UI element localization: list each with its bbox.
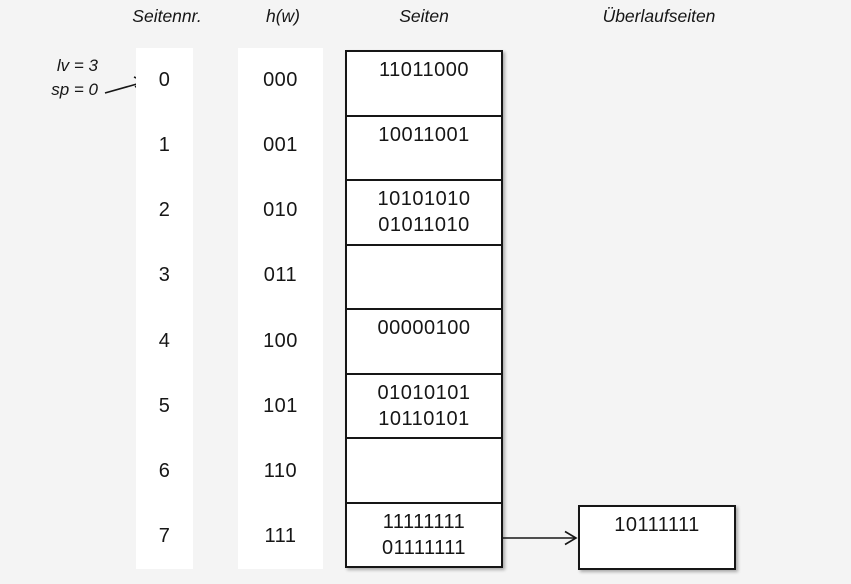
hash-value: 111 bbox=[264, 524, 297, 547]
page-cell bbox=[347, 243, 501, 309]
hash-value-column: 000 001 010 011 100 101 110 111 bbox=[238, 48, 323, 569]
page-number: 7 bbox=[158, 524, 171, 547]
page-number: 5 bbox=[158, 394, 171, 417]
hash-value: 100 bbox=[263, 329, 298, 352]
page-cell: 10011001 bbox=[347, 114, 501, 180]
column-header-hw: h(w) bbox=[265, 6, 301, 26]
hash-value: 110 bbox=[263, 459, 298, 482]
page-entry: 01010101 bbox=[377, 381, 471, 404]
overflow-link-arrow-icon bbox=[503, 530, 578, 546]
page-entry: 01011010 bbox=[378, 214, 470, 236]
overflow-entry: 10111111 bbox=[614, 514, 700, 536]
page-number: 3 bbox=[158, 264, 171, 287]
hash-value: 011 bbox=[263, 264, 298, 287]
overflow-page-box: 10111111 bbox=[578, 505, 736, 570]
hash-value: 010 bbox=[263, 199, 298, 222]
page-entry: 10011001 bbox=[378, 123, 470, 146]
column-header-ueberlaufseiten: Überlaufseiten bbox=[602, 6, 716, 26]
column-header-seitennr: Seitennr. bbox=[132, 6, 202, 26]
page-cell: 01010101 10110101 bbox=[347, 372, 501, 438]
page-cell: 11011000 bbox=[347, 52, 501, 115]
page-entry: 10101010 bbox=[377, 188, 471, 210]
page-number-column: 0 1 2 3 4 5 6 7 bbox=[136, 48, 193, 569]
annotation-sp: sp = 0 bbox=[51, 80, 98, 99]
page-entry: 11111111 bbox=[382, 510, 466, 533]
hash-value: 000 bbox=[263, 69, 298, 92]
page-number: 2 bbox=[158, 199, 171, 222]
page-number: 6 bbox=[158, 459, 171, 482]
hash-value: 001 bbox=[263, 134, 298, 157]
page-entry: 11011000 bbox=[378, 59, 469, 81]
page-entry: 00000100 bbox=[377, 317, 471, 339]
pages-column: 11011000 10011001 10101010 01011010 00000100… bbox=[345, 50, 503, 568]
page-cell: 10101010 01011010 bbox=[347, 179, 501, 244]
page-entry: 10110101 bbox=[378, 407, 470, 430]
page-cell: 00000100 bbox=[347, 308, 501, 373]
page-entry: 01111111 bbox=[381, 536, 467, 559]
column-header-seiten: Seiten bbox=[399, 6, 449, 26]
state-annotation: lv = 3 sp = 0 bbox=[28, 54, 98, 102]
page-number: 1 bbox=[158, 134, 171, 157]
page-number: 4 bbox=[158, 329, 171, 352]
page-cell bbox=[347, 437, 501, 502]
page-number: 0 bbox=[158, 69, 171, 92]
page-cell: 11111111 01111111 bbox=[347, 501, 501, 567]
annotation-lv: lv = 3 bbox=[56, 56, 98, 75]
hash-value: 101 bbox=[263, 394, 298, 417]
